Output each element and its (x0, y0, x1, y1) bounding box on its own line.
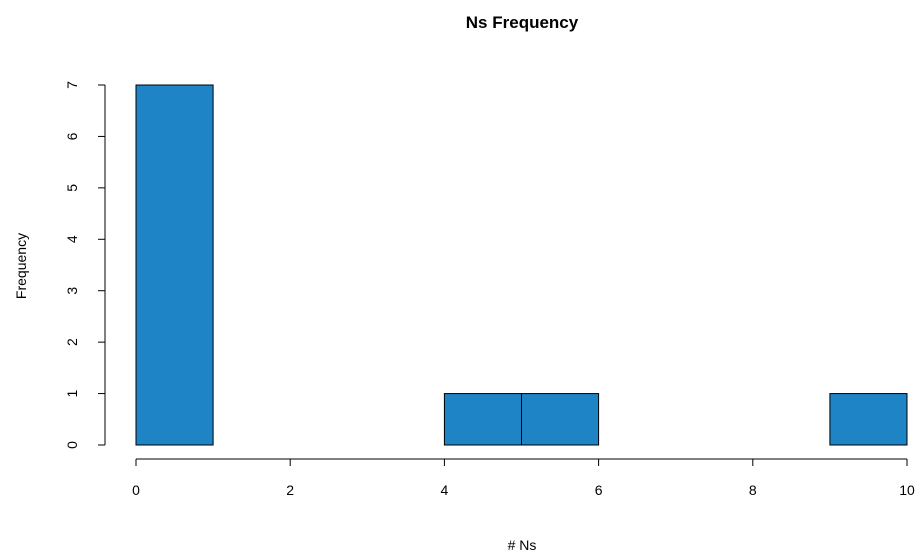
y-tick-label: 2 (64, 338, 80, 346)
chart-title: Ns Frequency (466, 13, 579, 32)
x-tick-label: 10 (899, 482, 915, 498)
histogram-bar (443, 393, 522, 446)
y-tick-label: 7 (64, 81, 80, 89)
x-tick-label: 6 (595, 482, 603, 498)
histogram-bar (135, 84, 214, 446)
x-axis: 0 2 4 6 8 10 (132, 458, 915, 498)
histogram-bar (829, 393, 908, 446)
y-tick-label: 3 (64, 287, 80, 295)
y-tick-label: 5 (64, 184, 80, 192)
bars-group (135, 84, 908, 446)
y-axis-label: Frequency (13, 233, 29, 299)
y-tick-label: 4 (64, 235, 80, 243)
y-tick-label: 0 (64, 441, 80, 449)
x-tick-label: 0 (132, 482, 140, 498)
x-tick-label: 8 (749, 482, 757, 498)
x-axis-label: # Ns (508, 537, 537, 553)
x-tick-label: 2 (286, 482, 294, 498)
y-tick-label: 1 (64, 389, 80, 397)
y-axis: 0 1 2 3 4 5 6 7 (64, 81, 106, 449)
y-tick-label: 6 (64, 132, 80, 140)
histogram-bar (521, 393, 600, 446)
x-tick-label: 4 (441, 482, 449, 498)
